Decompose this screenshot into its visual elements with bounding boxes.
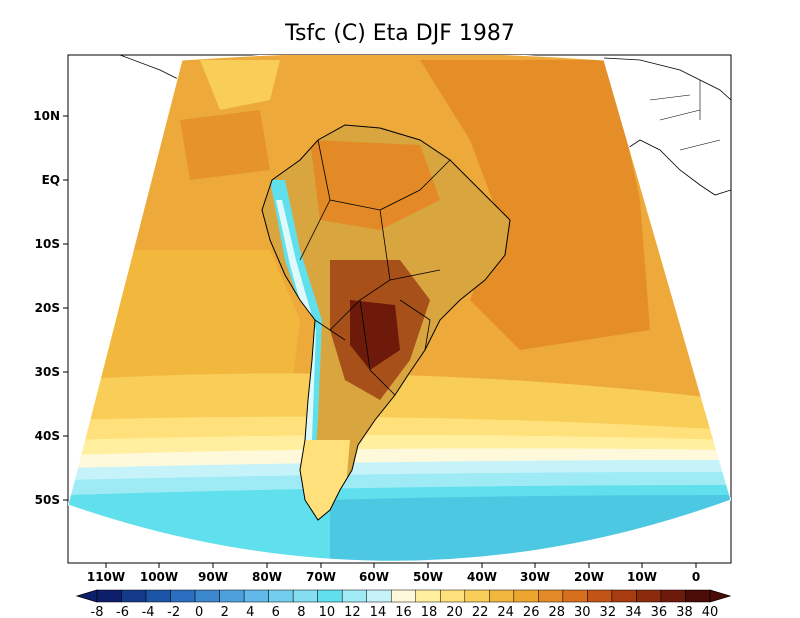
colorbar-label: 32 [600,605,617,618]
lat-label: 40S [35,429,60,443]
colorbar-cell [513,589,539,603]
colorbar-cell [415,589,441,603]
lon-label: 20W [574,570,604,584]
lon-label: 90W [198,570,228,584]
lon-label: 10W [627,570,657,584]
colorbar-cell [685,589,711,603]
lon-label: 30W [520,570,550,584]
colorbar-cell [145,589,171,603]
colorbar-cell [121,589,147,603]
colorbar-label: 22 [472,605,489,618]
pacific-cool-field [100,250,300,400]
colorbar-cell [440,589,466,603]
lon-label: 70W [306,570,336,584]
colorbar-cell [317,589,343,603]
colorbar-cell [636,589,662,603]
amazon-warm [310,140,440,230]
lon-label: 80W [252,570,282,584]
colorbar-cell [194,589,220,603]
colorbar-label: -6 [116,605,129,618]
lon-ticks [105,563,697,568]
colorbar-label: 10 [319,605,336,618]
colorbar-label: 26 [523,605,540,618]
colorbar-label: 0 [195,605,203,618]
colorbar-cell [243,589,269,603]
colorbar-cell [366,589,392,603]
colorbar: -8 -6 -4 -2 0 2 4 6 8 10 12 14 16 18 20 22 24 26 28 30 32 34 3… [75,589,732,618]
colorbar-cell [96,589,122,603]
colorbar-label: -8 [91,605,104,618]
colorbar-cell [660,589,686,603]
lat-label: 50S [35,493,60,507]
colorbar-label: 2 [221,605,229,618]
pacific-warm-band [180,110,270,180]
colorbar-label: 30 [574,605,591,618]
colorbar-cell [390,589,417,603]
colorbar-label: 36 [651,605,668,618]
colorbar-cell [219,589,245,603]
colorbar-cell [538,589,564,603]
colorbar-arrow-left [75,589,98,603]
colorbar-label: 14 [370,605,387,618]
lat-label: EQ [42,173,60,187]
colorbar-label: 28 [548,605,565,618]
colorbar-label: 8 [297,605,305,618]
map-title: Tsfc (C) Eta DJF 1987 [284,21,515,46]
lon-label: 0 [692,570,700,584]
lat-label: 10N [33,109,60,123]
colorbar-label: 24 [497,605,514,618]
lon-label: 40W [467,570,497,584]
lon-label: 60W [359,570,389,584]
colorbar-label: -4 [142,605,155,618]
colorbar-label: 40 [702,605,719,618]
colorbar-cell [489,589,515,603]
lon-label: 100W [140,570,178,584]
africa-outline [603,57,731,196]
colorbar-cell [611,589,637,603]
domain-edge [68,55,731,562]
colorbar-cell [587,589,613,603]
lon-axis: 110W 100W 90W 80W 70W 60W 50W 40W 30W 20… [87,570,700,584]
lat-axis: 10N EQ 10S 20S 30S 40S 50S [33,109,60,507]
colorbar-label: 6 [272,605,280,618]
colorbar-label: -2 [167,605,180,618]
colorbar-cell [341,589,367,603]
colorbar-label: 16 [395,605,412,618]
colorbar-label: 20 [446,605,463,618]
colorbar-cell [562,589,588,603]
colorbar-label: 4 [246,605,254,618]
atlantic-warm-band [420,60,650,350]
africa-borders [649,80,721,151]
country-borders [299,139,451,396]
lat-label: 20S [35,301,60,315]
lat-ticks [63,115,68,501]
lat-label: 10S [35,237,60,251]
colorbar-cell [292,589,318,603]
colorbar-arrow-right [709,589,732,603]
lat-label: 30S [35,365,60,379]
lon-label: 110W [87,570,125,584]
colorbar-label: 18 [421,605,438,618]
colorbar-cell [464,589,490,603]
colorbar-label: 38 [676,605,693,618]
caribbean-cool-field [200,60,280,110]
colorbar-cell [170,589,196,603]
colorbar-label: 12 [344,605,361,618]
colorbar-label: 34 [625,605,642,618]
colorbar-cell [268,589,294,603]
lon-label: 50W [413,570,443,584]
